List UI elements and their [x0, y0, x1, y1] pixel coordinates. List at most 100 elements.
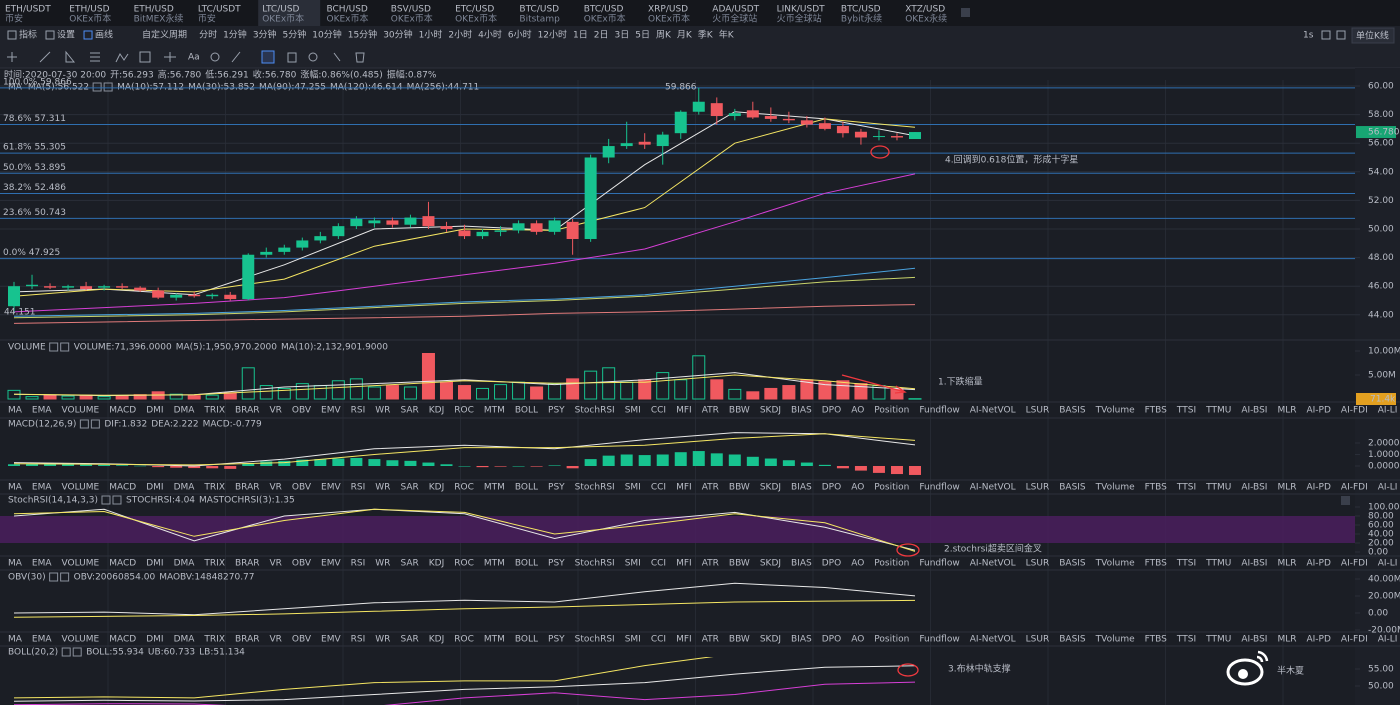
candle-body — [296, 240, 309, 248]
candle-body — [512, 223, 525, 231]
indicator-tab: MTM — [484, 559, 505, 569]
indicator-tab: ATR — [702, 483, 719, 493]
legend-icon — [90, 419, 100, 429]
indicator-tab: MA — [8, 559, 23, 569]
indicator-line — [13, 433, 916, 466]
indicator-tab: CCI — [651, 483, 666, 493]
timeframe: 1分钟 — [223, 29, 247, 41]
legend-icon — [49, 572, 59, 582]
macd-bar — [530, 466, 543, 467]
indicator-tab: AI-NetVOL — [970, 406, 1016, 416]
candle-body — [458, 230, 471, 237]
indicator-tab: Position — [874, 483, 909, 493]
candle-body — [224, 294, 237, 300]
indicator-tab: OBV — [292, 635, 312, 645]
tab-exchange: OKEx币本 — [69, 13, 111, 25]
indicator-tab: ATR — [702, 406, 719, 416]
candle-body — [710, 103, 723, 117]
macd-bar — [440, 464, 453, 466]
indicator-line — [13, 599, 916, 618]
indicator-tab: MTM — [484, 483, 505, 493]
candle-body — [800, 120, 813, 125]
indicator-tab: BIAS — [791, 483, 812, 493]
volume-bar — [458, 385, 471, 400]
volume-bar — [403, 386, 417, 400]
y-tick-label: 0.0000 — [1368, 462, 1400, 472]
indicator-tab: MLR — [1277, 483, 1296, 493]
fib-label: 50.0% 53.895 — [3, 163, 66, 173]
volume-bar — [349, 378, 363, 400]
volume-bar — [25, 396, 39, 400]
macd-bar — [260, 461, 273, 466]
indicator-tab: BASIS — [1059, 635, 1086, 645]
y-tick-label: 80.00 — [1368, 512, 1394, 522]
candle-body — [692, 101, 705, 112]
indicator-tab: TTMU — [1205, 635, 1231, 645]
legend-value: 2.222 — [173, 420, 199, 430]
indicator-tab: EMA — [32, 635, 52, 645]
indicator-tab: ATR — [702, 635, 719, 645]
tab-symbol: ETH/USD — [134, 5, 174, 15]
indicator-tab: Position — [874, 559, 909, 569]
indicator-tab: TTSI — [1176, 559, 1196, 569]
macd-bar — [710, 453, 723, 466]
info-value: 0.86%(0.485) — [321, 71, 382, 81]
macd-bar — [98, 464, 111, 466]
indicator-tab: DMA — [174, 406, 196, 416]
info-label: 开: — [110, 70, 122, 81]
timeframe: 5日 — [635, 30, 650, 41]
indicator-line — [13, 582, 916, 616]
legend-value: 4.04 — [175, 496, 195, 506]
indicator-tab: SAR — [400, 635, 418, 645]
candle-body — [476, 231, 489, 237]
icon-triangle — [65, 50, 76, 63]
indicator-tab: PSY — [548, 559, 565, 569]
indicator-tab: AO — [851, 483, 864, 493]
candle-body — [206, 294, 219, 297]
indicator-tab: MLR — [1277, 635, 1296, 645]
indicator-tab: ROC — [454, 483, 474, 493]
tab-symbol: ETC/USD — [455, 5, 494, 15]
candle-body — [818, 123, 831, 129]
tool-button: 画线 — [95, 29, 113, 41]
indicator-tab: LSUR — [1026, 635, 1050, 645]
candle-body — [656, 134, 669, 147]
timeframe: 1日 — [573, 30, 588, 41]
indicator-tab: DMI — [146, 559, 163, 569]
legend-icon — [112, 495, 122, 505]
indicator-line — [13, 665, 916, 702]
unit-box — [1351, 27, 1395, 44]
macd-bar — [620, 454, 633, 466]
indicator-tab: VOLUME — [62, 635, 100, 645]
indicator-tab: TTMU — [1205, 483, 1231, 493]
macd-bar — [206, 466, 219, 469]
macd-bar — [332, 458, 345, 466]
volume-bar — [187, 395, 201, 400]
indicator-tab: MACD — [109, 406, 136, 416]
icon-trash — [355, 52, 365, 63]
icon-pen — [231, 51, 241, 63]
indicator-tab: MLR — [1277, 406, 1296, 416]
indicator-tab: ROC — [454, 406, 474, 416]
icon-wave — [115, 53, 129, 63]
volume-bar — [331, 380, 345, 400]
macd-bar — [584, 459, 597, 466]
tab-symbol: BTC/USD — [584, 5, 624, 15]
timeframe: 5分钟 — [283, 29, 307, 41]
candle-body — [872, 136, 885, 138]
macd-bar — [80, 464, 93, 466]
y-tick-label: 0.00 — [1368, 609, 1388, 619]
timeframe: 3分钟 — [253, 29, 277, 41]
tab-exchange: 火币全球站 — [777, 13, 822, 25]
indicator-tab: TTMU — [1205, 406, 1231, 416]
indicator-tab: AI-LI — [1378, 406, 1398, 416]
legend-value: 14848270.77 — [194, 573, 254, 583]
indicator-tab: CCI — [651, 559, 666, 569]
tab-symbol: BSV/USD — [391, 5, 431, 15]
icon-box — [1336, 30, 1346, 40]
indicator-tab: VR — [269, 483, 281, 493]
circle-mark — [870, 145, 890, 159]
tab-symbol: BTC/USD — [519, 5, 559, 15]
candle-body — [116, 286, 129, 288]
macd-bar — [350, 457, 363, 466]
